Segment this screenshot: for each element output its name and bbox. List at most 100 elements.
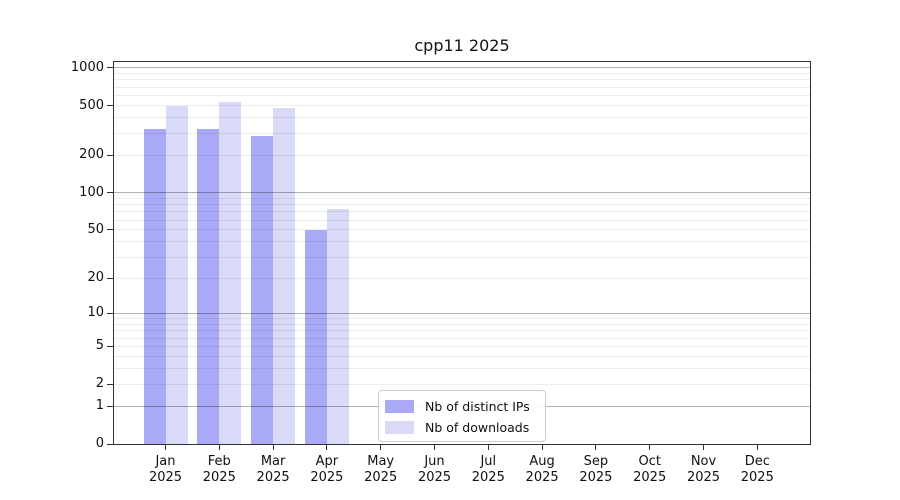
- gridline-minor: [114, 345, 810, 347]
- y-tick-label: 1000: [70, 59, 104, 75]
- y-tick: [107, 345, 113, 347]
- gridline-major: [114, 312, 810, 314]
- gridline-minor: [114, 95, 810, 97]
- x-tick-label-year: 2025: [256, 470, 290, 485]
- gridline-major: [114, 192, 810, 194]
- gridline-minor: [114, 154, 810, 156]
- legend-item: Nb of distinct IPs: [385, 396, 545, 417]
- bar-downloads-feb: [219, 101, 242, 444]
- gridline-minor: [114, 355, 810, 357]
- x-tick-label-month: Jul: [480, 454, 497, 469]
- x-tick: [218, 445, 220, 450]
- x-tick: [756, 445, 758, 450]
- x-tick: [703, 445, 704, 450]
- x-tick-label-year: 2025: [310, 470, 344, 485]
- x-tick-label-month: Oct: [638, 454, 661, 469]
- x-tick: [326, 445, 328, 450]
- gridline-minor: [114, 383, 810, 385]
- y-tick-label: 2: [95, 376, 104, 392]
- gridline-minor: [114, 368, 810, 369]
- y-tick-label: 10: [87, 305, 104, 321]
- y-tick: [107, 67, 113, 69]
- bar-distinct-ips-apr: [304, 229, 327, 444]
- x-tick: [595, 445, 597, 450]
- gridline-minor: [114, 330, 810, 332]
- x-tick: [165, 445, 166, 450]
- x-tick-label: Oct 2025: [618, 454, 682, 486]
- gridline-minor: [114, 86, 810, 88]
- x-tick-label-month: Feb: [207, 454, 231, 469]
- gridline-minor: [114, 277, 810, 279]
- legend-label: Nb of distinct IPs: [425, 398, 530, 414]
- y-tick-label: 0: [95, 436, 104, 451]
- x-tick-label-year: 2025: [579, 470, 613, 485]
- y-tick-label: 200: [79, 147, 104, 163]
- x-tick-label: Jun 2025: [403, 454, 467, 486]
- gridline-minor: [114, 318, 810, 320]
- x-tick-label-month: May: [367, 454, 395, 469]
- x-tick-label-month: Apr: [315, 454, 339, 469]
- x-tick-label: Dec 2025: [725, 454, 789, 486]
- x-tick: [541, 445, 543, 450]
- gridline-minor: [114, 204, 810, 206]
- x-tick-label: Jul 2025: [456, 454, 520, 486]
- y-tick: [107, 192, 113, 194]
- gridline-minor: [114, 241, 810, 243]
- bar-downloads-apr: [326, 208, 349, 444]
- x-tick-label-month: Nov: [690, 454, 717, 469]
- x-tick-label-year: 2025: [471, 470, 505, 485]
- x-tick-label-month: Dec: [744, 454, 770, 469]
- x-tick: [434, 445, 435, 450]
- legend-label: Nb of downloads: [425, 419, 530, 435]
- x-tick-label-month: Aug: [529, 454, 555, 469]
- legend-swatch-distinct-ips: [385, 400, 414, 413]
- x-tick-label-year: 2025: [417, 470, 452, 485]
- gridline-minor: [114, 197, 810, 199]
- x-tick-label-month: Jun: [424, 454, 445, 469]
- y-tick: [107, 443, 113, 445]
- y-tick-label: 1: [95, 398, 104, 414]
- gridline-major: [114, 67, 810, 69]
- gridline-minor: [114, 105, 810, 106]
- legend: Nb of distinct IPs Nb of downloads: [378, 390, 546, 442]
- x-tick: [380, 445, 382, 450]
- x-tick-label-month: Sep: [583, 454, 609, 469]
- x-tick-label-month: Mar: [260, 454, 286, 469]
- y-tick: [107, 154, 113, 156]
- y-tick-label: 20: [87, 270, 104, 286]
- bar-downloads-jan: [165, 106, 188, 444]
- x-tick-label: Jan 2025: [134, 454, 198, 486]
- gridline-minor: [114, 337, 810, 339]
- y-tick-label: 500: [79, 97, 104, 113]
- gridline-minor: [114, 219, 810, 221]
- x-tick: [649, 445, 651, 450]
- x-tick-label-year: 2025: [364, 470, 398, 485]
- x-tick-label-year: 2025: [525, 470, 559, 485]
- x-tick: [272, 445, 274, 450]
- legend-item: Nb of downloads: [385, 417, 545, 438]
- x-tick-label: Aug 2025: [510, 454, 574, 486]
- x-tick-label: Feb 2025: [187, 454, 251, 486]
- x-tick-label-year: 2025: [633, 470, 667, 485]
- y-tick: [107, 277, 113, 279]
- gridline-minor: [114, 79, 810, 81]
- bar-distinct-ips-jan: [143, 128, 166, 444]
- chart-title: cpp11 2025: [414, 36, 510, 55]
- x-tick: [487, 445, 489, 450]
- gridline-minor: [114, 323, 810, 325]
- x-tick-label-year: 2025: [686, 470, 721, 485]
- y-tick-label: 100: [79, 184, 104, 200]
- gridline-minor: [114, 256, 810, 258]
- y-tick: [107, 312, 113, 314]
- x-tick-label: Nov 2025: [672, 454, 736, 486]
- gridline-minor: [114, 229, 810, 231]
- gridline-minor: [114, 73, 810, 74]
- gridline-minor: [114, 211, 810, 213]
- bar-distinct-ips-mar: [251, 136, 274, 444]
- y-tick-label: 50: [87, 221, 104, 237]
- x-tick-label: Mar 2025: [241, 454, 305, 486]
- x-tick-label-year: 2025: [740, 470, 774, 485]
- bar-distinct-ips-feb: [197, 128, 220, 444]
- legend-swatch-downloads: [385, 421, 414, 434]
